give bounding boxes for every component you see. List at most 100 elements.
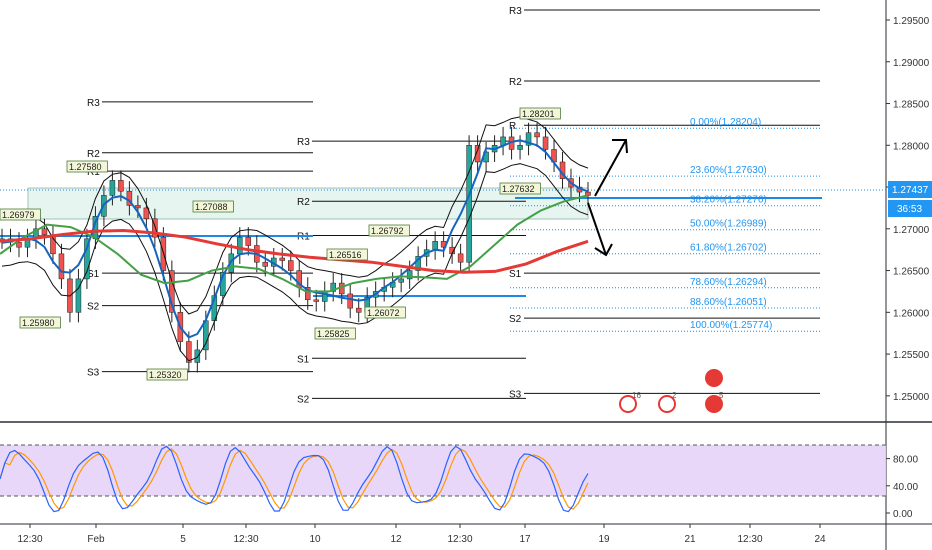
- time-tick-label: 5: [180, 534, 186, 545]
- price-tick-label: 1.25000: [893, 392, 930, 403]
- candle-body: [109, 180, 116, 196]
- candle-body: [534, 132, 540, 138]
- countdown-label: 36:53: [897, 204, 922, 215]
- time-tick-label: 12:30: [233, 534, 258, 545]
- candle-body: [194, 349, 201, 363]
- fibonacci-levels: 0.00%(1.28204) 23.60%(1.27630) 38.20%(1.27…: [510, 117, 822, 332]
- event-count: 5: [719, 391, 724, 400]
- pivot-levels: R3R2R1S1S2S3R3R2R1S1S2R3R2RS1S2S3: [87, 6, 820, 405]
- price-tick-label: 1.29500: [893, 16, 930, 27]
- candle-body: [143, 207, 150, 220]
- candle-body: [313, 299, 319, 302]
- price-label: 1.27632: [502, 184, 535, 194]
- pivot-label: S1: [297, 354, 310, 365]
- pivot-label: S2: [297, 394, 310, 405]
- candle-body: [525, 132, 532, 146]
- price-axis: 1.295001.290001.285001.280001.275001.270…: [886, 16, 930, 403]
- event-count: 2: [672, 391, 677, 400]
- time-tick-label: 24: [814, 534, 826, 545]
- time-tick-label: Feb: [87, 534, 105, 545]
- price-label-box: [192, 200, 234, 213]
- down-arrow: [587, 202, 613, 257]
- fib-label: 61.80%(1.26702): [690, 243, 767, 254]
- price-label: 1.26072: [367, 308, 400, 318]
- candle-body: [355, 307, 362, 313]
- price-tick-label: 1.29000: [893, 58, 930, 69]
- fib-label: 0.00%(1.28204): [690, 117, 761, 128]
- candle-body: [118, 180, 124, 192]
- price-tick-label: 1.28500: [893, 100, 930, 111]
- moving-averages: [0, 116, 589, 362]
- event-marker: [705, 395, 723, 413]
- time-tick-label: 12:30: [737, 534, 762, 545]
- candle-body: [58, 253, 65, 280]
- pivot-label: R3: [87, 98, 100, 109]
- event-marker: [705, 369, 723, 387]
- green-ma-line: [0, 194, 589, 293]
- time-axis: 12:30 Feb 5 12:30 10 12 12:30 17 19 21 12:30 24: [17, 524, 826, 545]
- candle-body: [237, 236, 243, 255]
- osc-tick-label: 40.00: [893, 482, 918, 493]
- price-label: 1.28201: [522, 109, 555, 119]
- osc-signal-line: [0, 448, 589, 510]
- up-arrow: [594, 139, 628, 197]
- price-label-box: [66, 160, 108, 173]
- pivot-label: S2: [87, 302, 100, 313]
- pivot-label: R2: [87, 149, 100, 160]
- osc-tick-label: 0.00: [893, 509, 913, 520]
- time-tick-label: 17: [519, 534, 531, 545]
- price-label-box: [326, 248, 368, 261]
- candle-body: [406, 270, 413, 280]
- candle-body: [517, 145, 523, 150]
- oscillator-axis: 80.00 40.00 0.00: [886, 455, 918, 520]
- candle-body: [41, 228, 48, 235]
- osc-tick-label: 80.00: [893, 455, 918, 466]
- price-label: 1.27580: [69, 162, 102, 172]
- osc-band-fill: [0, 445, 886, 496]
- time-tick-label: 12:30: [17, 534, 42, 545]
- red-ma-line: [0, 228, 589, 274]
- candle-body: [415, 256, 421, 271]
- price-tick-label: 1.27000: [893, 225, 930, 236]
- price-labels: 1.26979 1.27580 1.25980 1.27088 1.25320 1.265…: [0, 107, 561, 381]
- event-count: 16: [632, 391, 641, 400]
- lower-band-line: [1, 163, 589, 362]
- fib-label: 23.60%(1.27630): [690, 165, 767, 176]
- price-tick-label: 1.28000: [893, 141, 930, 152]
- price-tick-label: 1.25500: [893, 350, 930, 361]
- time-tick-label: 21: [684, 534, 696, 545]
- time-tick-label: 19: [598, 534, 610, 545]
- price-label: 1.27088: [195, 202, 228, 212]
- candle-body: [466, 145, 472, 263]
- candle-body: [304, 287, 311, 301]
- candle-body: [228, 253, 235, 273]
- pivot-label: R3: [297, 137, 310, 148]
- stochastic-oscillator: [0, 445, 589, 513]
- osc-k-line: [0, 445, 589, 513]
- price-label: 1.26792: [371, 226, 404, 236]
- time-tick-label: 12:30: [447, 534, 472, 545]
- candle-body: [288, 260, 294, 271]
- fib-label: 50.00%(1.26989): [690, 219, 767, 230]
- price-label: 1.25980: [22, 318, 55, 328]
- price-label: 1.25320: [149, 370, 182, 380]
- pivot-label: R: [509, 121, 516, 132]
- candle-body: [169, 270, 175, 313]
- candle-body: [75, 278, 82, 313]
- current-price-tag: [888, 181, 932, 198]
- pivot-label: S1: [87, 269, 100, 280]
- candle-body: [585, 191, 591, 196]
- candle-body: [245, 236, 252, 246]
- price-label: 1.25825: [317, 329, 350, 339]
- pivot-label: S2: [509, 314, 522, 325]
- price-label-box: [499, 182, 541, 195]
- price-label-box: [0, 208, 41, 221]
- fib-label: 78.60%(1.26294): [690, 277, 767, 288]
- candle-body: [457, 253, 464, 263]
- candle-body: [330, 282, 336, 292]
- fib-label: 100.00%(1.25774): [690, 320, 772, 331]
- time-tick-label: 10: [309, 534, 321, 545]
- price-label-box: [519, 107, 561, 120]
- pivot-label: R2: [509, 77, 522, 88]
